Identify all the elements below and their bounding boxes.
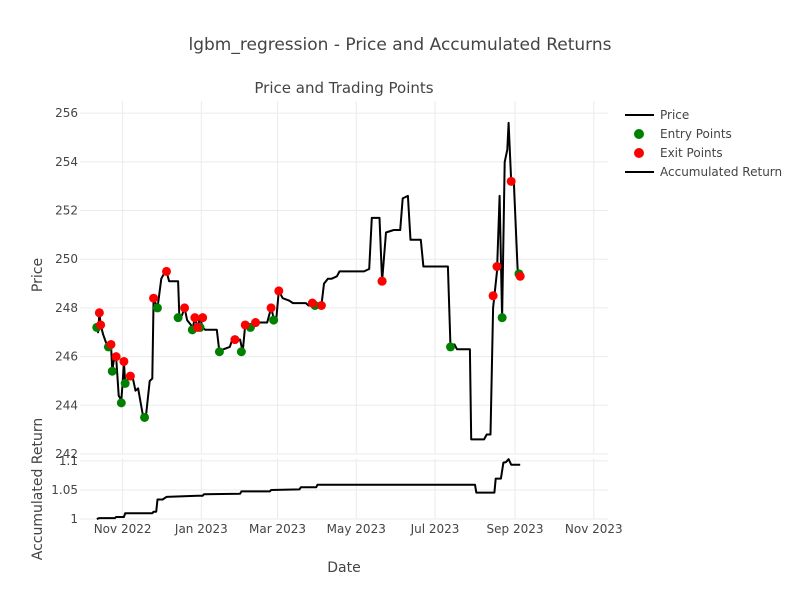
price-tick-label: 252 — [55, 204, 78, 218]
exit-point-marker — [506, 176, 516, 186]
entry-point-marker — [140, 412, 150, 422]
price-tick-label: 256 — [55, 106, 78, 120]
legend: Price Entry Points Exit Points Accumulated … — [625, 108, 782, 179]
price-tick-label: 248 — [55, 301, 78, 315]
x-tick-label: Nov 2022 — [94, 522, 152, 536]
entry-point-marker — [173, 313, 183, 323]
return-tick-label: 1.1 — [59, 454, 78, 468]
entry-point-marker — [214, 347, 224, 357]
x-tick-label: Jan 2023 — [174, 522, 228, 536]
exit-point-marker — [106, 339, 116, 349]
price-tick-label: 254 — [55, 155, 78, 169]
exit-point-marker — [266, 303, 276, 313]
exit-point-marker — [161, 266, 171, 276]
accumulated-return-series — [96, 458, 521, 520]
exit-point-marker — [307, 298, 317, 308]
exit-point-marker — [488, 291, 498, 301]
entry-points-series — [92, 269, 524, 422]
exit-point-marker — [515, 271, 525, 281]
exit-point-marker — [190, 313, 200, 323]
exit-point-marker — [240, 320, 250, 330]
legend-label: Exit Points — [660, 146, 723, 160]
price-line — [95, 121, 522, 441]
exit-point-marker — [96, 320, 106, 330]
exit-point-marker — [180, 303, 190, 313]
x-tick-label: Nov 2023 — [565, 522, 623, 536]
legend-item: Entry Points — [634, 127, 732, 141]
exit-point-marker — [274, 286, 284, 296]
entry-point-marker — [116, 398, 126, 408]
exit-point-marker — [125, 371, 135, 381]
exit-point-marker — [316, 300, 326, 310]
exit-point-marker — [377, 276, 387, 286]
legend-label: Accumulated Return — [660, 165, 782, 179]
exit-point-marker — [94, 308, 104, 318]
x-tick-label: May 2023 — [327, 522, 386, 536]
exit-points-series — [94, 176, 525, 381]
price-tick-label: 250 — [55, 252, 78, 266]
price-panel-title: Price and Trading Points — [254, 79, 433, 97]
x-tick-label: Sep 2023 — [487, 522, 544, 536]
return-tick-label: 1 — [70, 512, 78, 526]
entry-point-marker — [497, 313, 507, 323]
exit-point-marker — [111, 352, 121, 362]
x-tick-label: Mar 2023 — [249, 522, 306, 536]
exit-point-marker — [198, 313, 208, 323]
price-series — [95, 121, 522, 441]
grid-layer — [80, 101, 608, 520]
legend-marker-swatch — [634, 129, 644, 139]
entry-point-marker — [120, 378, 130, 388]
exit-point-marker — [192, 322, 202, 332]
return-axis-title: Accumulated Return — [30, 418, 46, 560]
price-tick-label: 242 — [55, 447, 78, 461]
legend-label: Entry Points — [660, 127, 732, 141]
price-axis-title: Price — [30, 258, 46, 292]
exit-point-marker — [149, 293, 159, 303]
tick-labels: Nov 2022 Jan 2023 Mar 2023 May 2023 Jul 2023… — [51, 106, 622, 536]
legend-item: Price — [625, 108, 689, 122]
entry-point-marker — [269, 315, 279, 325]
entry-point-marker — [446, 342, 456, 352]
legend-label: Price — [660, 108, 689, 122]
exit-point-marker — [251, 318, 261, 328]
x-tick-label: Jul 2023 — [410, 522, 460, 536]
legend-item: Exit Points — [634, 146, 723, 160]
price-tick-label: 244 — [55, 398, 78, 412]
x-axis-title: Date — [327, 560, 360, 576]
legend-marker-swatch — [634, 148, 644, 158]
figure-title: lgbm_regression - Price and Accumulated … — [189, 35, 612, 55]
return-tick-label: 1.05 — [51, 483, 78, 497]
entry-point-marker — [152, 303, 162, 313]
legend-item: Accumulated Return — [625, 165, 782, 179]
entry-point-marker — [107, 366, 117, 376]
price-tick-label: 246 — [55, 350, 78, 364]
exit-point-marker — [119, 356, 129, 366]
accumulated-return-line — [96, 458, 521, 520]
entry-point-marker — [236, 347, 246, 357]
exit-point-marker — [230, 335, 240, 345]
exit-point-marker — [492, 262, 502, 272]
